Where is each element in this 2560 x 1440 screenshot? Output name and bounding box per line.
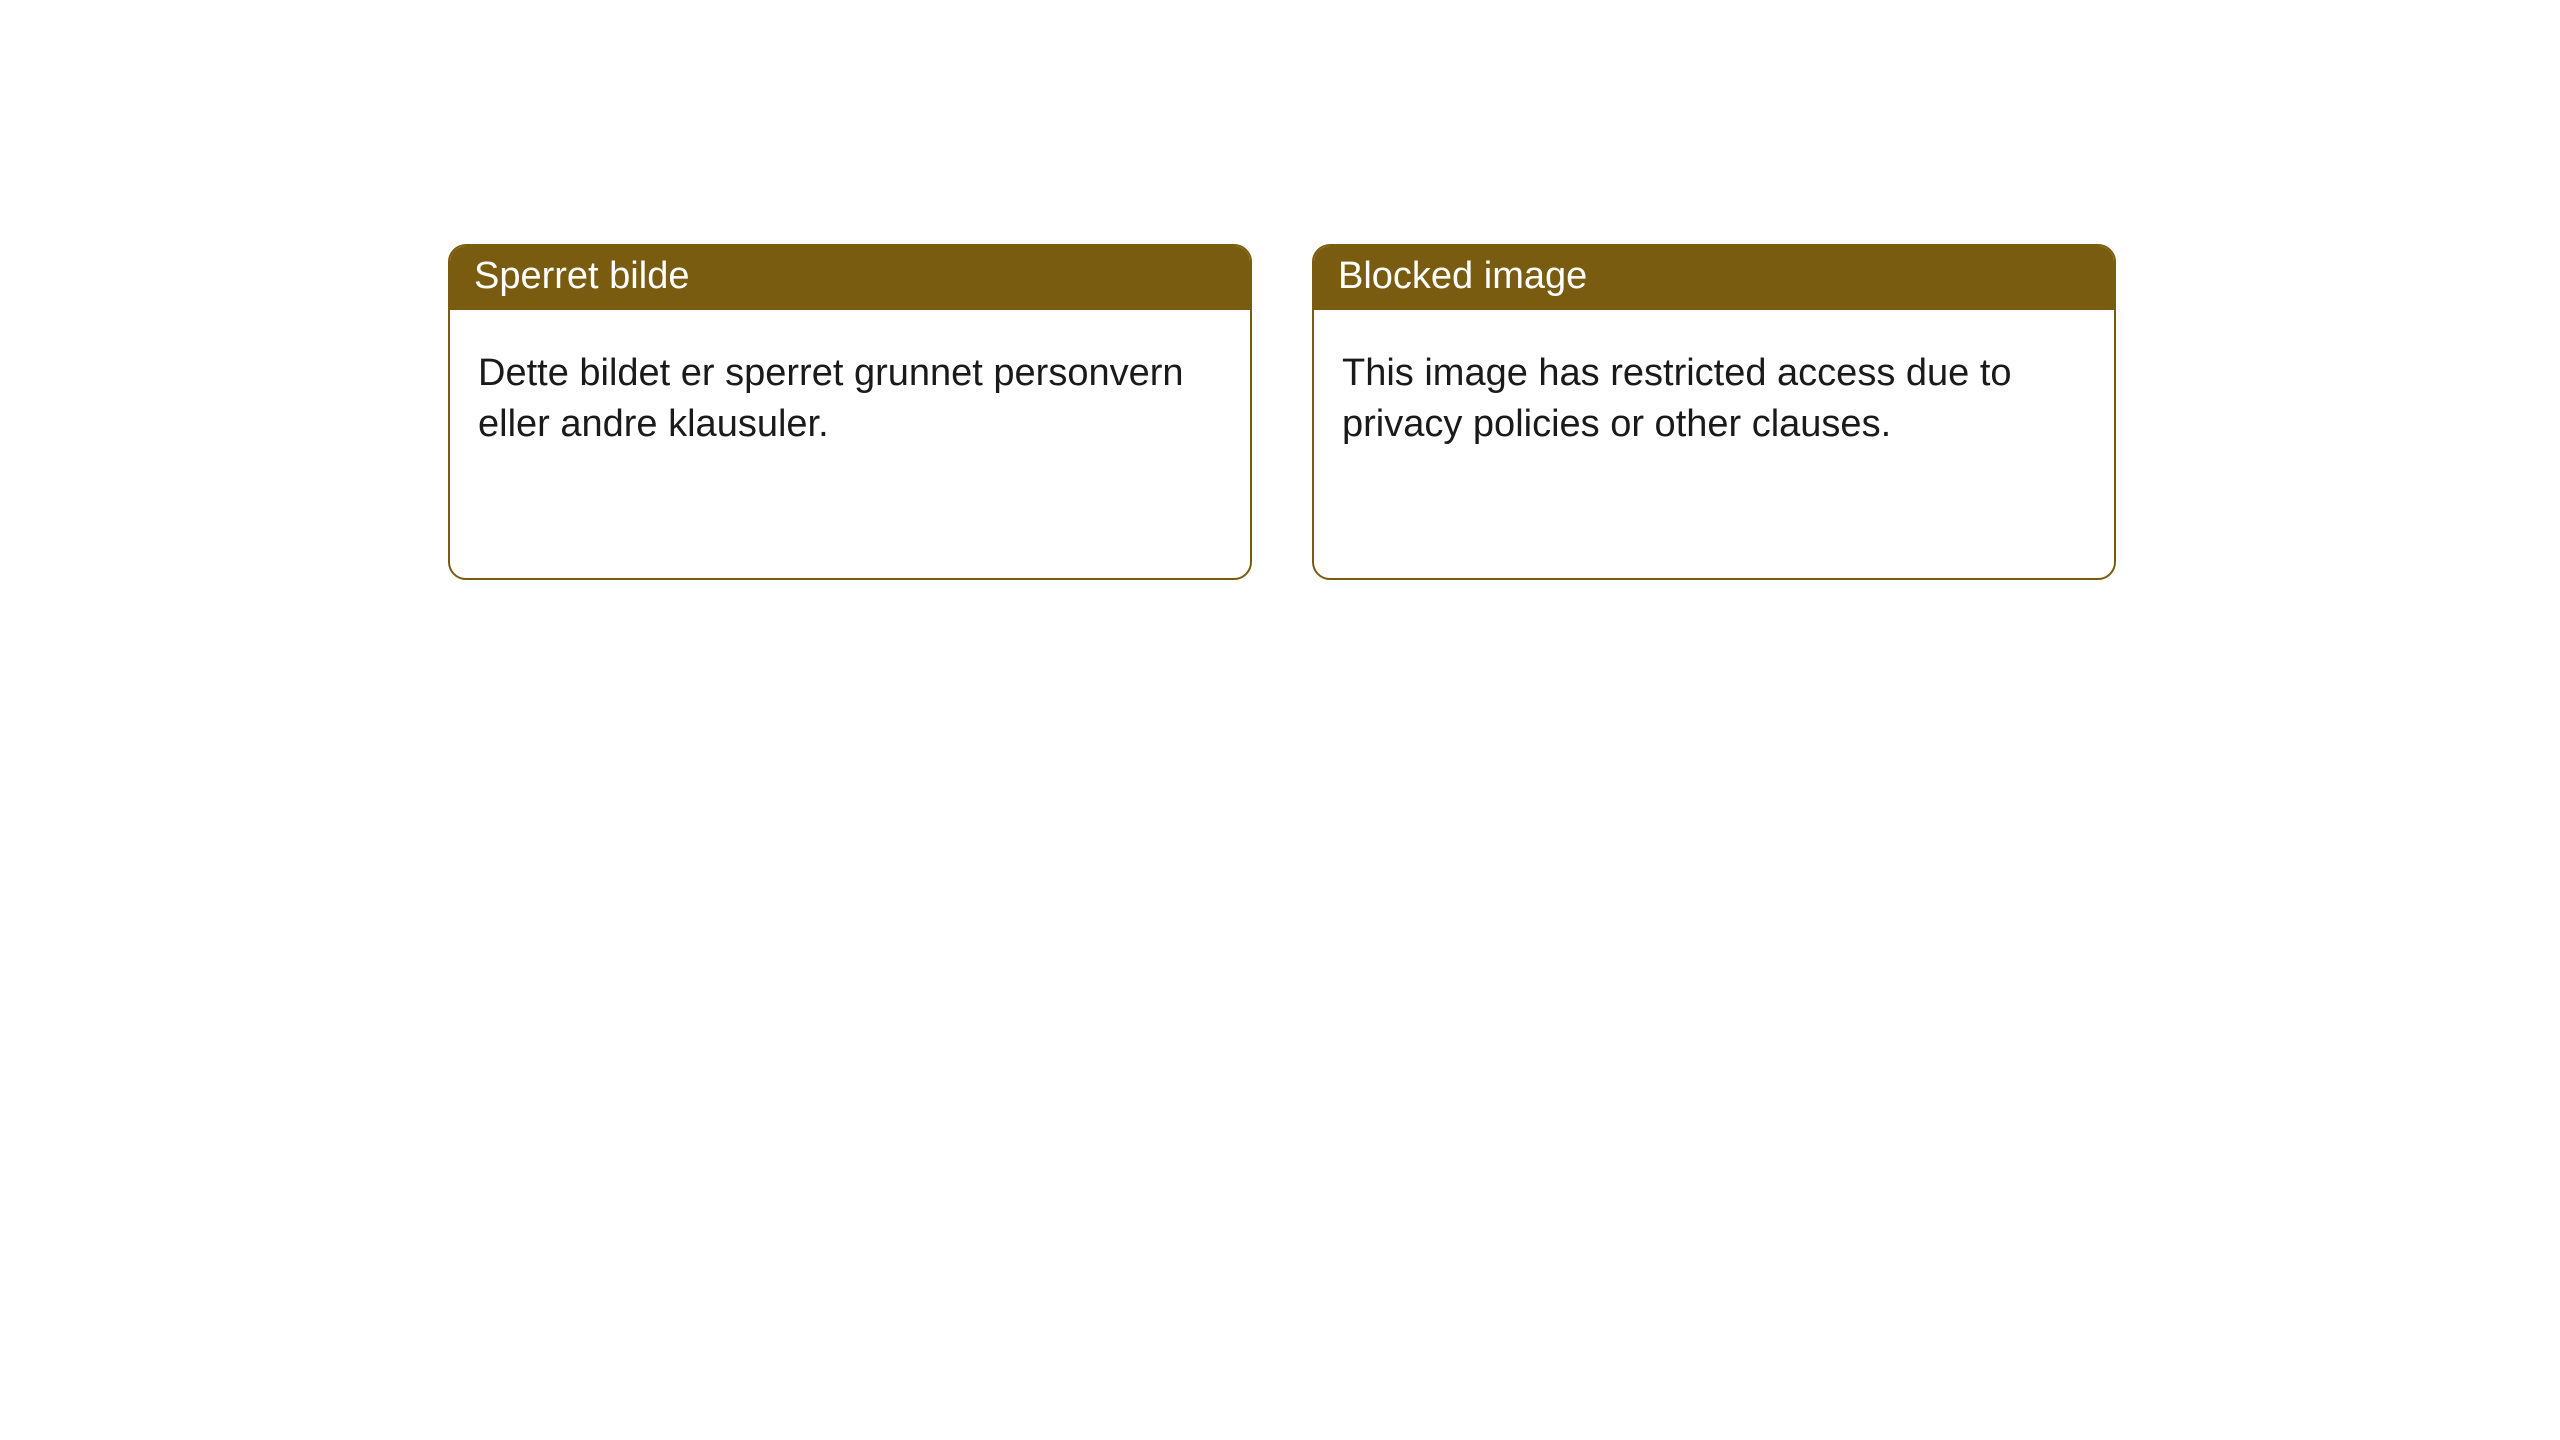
notice-card-norwegian: Sperret bilde Dette bildet er sperret gr… (448, 244, 1252, 580)
card-body: Dette bildet er sperret grunnet personve… (450, 310, 1250, 578)
card-header: Blocked image (1314, 246, 2114, 310)
notice-container: Sperret bilde Dette bildet er sperret gr… (0, 0, 2560, 580)
card-body: This image has restricted access due to … (1314, 310, 2114, 578)
notice-card-english: Blocked image This image has restricted … (1312, 244, 2116, 580)
card-header: Sperret bilde (450, 246, 1250, 310)
